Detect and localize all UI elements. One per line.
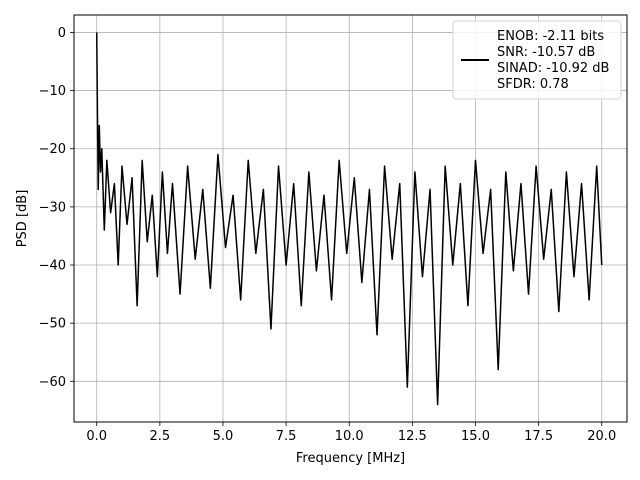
legend-box: [452, 20, 622, 100]
legend-entry: SNR: -10.57 dB: [497, 45, 595, 60]
x-tick-label: 2.5: [150, 429, 171, 444]
x-tick-label: 10.0: [335, 429, 364, 444]
legend-entry: SINAD: -10.92 dB: [497, 61, 609, 76]
x-tick-label: 15.0: [461, 429, 490, 444]
legend-entry: SFDR: 0.78: [497, 77, 569, 92]
x-tick-label: 7.5: [276, 429, 297, 444]
y-axis: 0 −10 −20 −30 −40 −50 −60: [39, 26, 74, 390]
y-tick-label: 0: [58, 26, 66, 41]
x-tick-label: 0.0: [86, 429, 107, 444]
y-tick-label: −10: [39, 84, 66, 99]
y-tick-label: −60: [39, 375, 66, 390]
x-tick-label: 5.0: [213, 429, 234, 444]
y-tick-label: −40: [39, 259, 66, 274]
y-tick-label: −20: [39, 142, 66, 157]
y-axis-label: PSD [dB]: [15, 190, 30, 248]
legend-entry: ENOB: -2.11 bits: [497, 29, 604, 44]
x-axis: 0.0 2.5 5.0 7.5 10.0 12.5 15.0 17.5 20.0: [86, 422, 616, 444]
x-tick-label: 20.0: [587, 429, 616, 444]
series-layer: [95, 32, 603, 406]
x-axis-label: Frequency [MHz]: [296, 451, 405, 466]
x-tick-label: 17.5: [524, 429, 553, 444]
y-tick-label: −50: [39, 317, 66, 332]
series-line: [95, 32, 603, 406]
x-tick-label: 12.5: [398, 429, 427, 444]
plot-frame: [73, 14, 628, 423]
y-tick-label: −30: [39, 200, 66, 215]
